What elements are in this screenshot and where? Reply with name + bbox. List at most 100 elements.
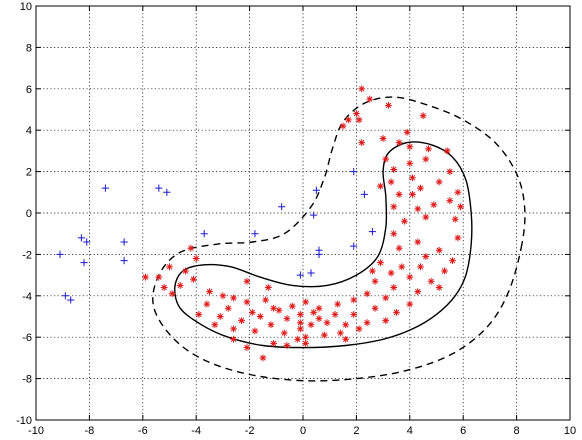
y-tick-label: 2 bbox=[26, 167, 32, 179]
asterisk-point bbox=[176, 282, 184, 289]
asterisk-point bbox=[414, 238, 422, 246]
y-tick-label: -10 bbox=[16, 415, 32, 427]
asterisk-point bbox=[363, 319, 371, 327]
asterisk-point bbox=[427, 277, 435, 285]
asterisk-point bbox=[377, 182, 384, 190]
asterisk-point bbox=[224, 304, 232, 312]
asterisk-point bbox=[270, 304, 278, 312]
asterisk-point bbox=[275, 306, 283, 314]
asterisk-point bbox=[382, 294, 390, 302]
asterisk-point bbox=[443, 147, 451, 155]
plus-point bbox=[61, 292, 69, 300]
asterisk-point bbox=[401, 217, 408, 225]
asterisk-point bbox=[422, 155, 430, 163]
plus-point bbox=[350, 242, 358, 250]
plus-point bbox=[80, 259, 88, 267]
asterisk-point bbox=[454, 188, 462, 196]
x-tick-label: 2 bbox=[353, 425, 359, 437]
asterisk-point bbox=[216, 313, 224, 320]
asterisk-point bbox=[379, 135, 387, 142]
plus-point bbox=[350, 168, 358, 176]
asterisk-point bbox=[406, 159, 414, 167]
asterisk-point bbox=[371, 277, 379, 285]
asterisk-point bbox=[417, 263, 424, 271]
asterisk-point bbox=[457, 203, 464, 211]
asterisk-point bbox=[358, 85, 366, 93]
asterisk-point bbox=[377, 259, 384, 267]
plus-point bbox=[312, 186, 320, 194]
y-tick-label: 0 bbox=[26, 208, 32, 220]
contour-dashed bbox=[152, 96, 526, 382]
asterisk-point bbox=[283, 315, 291, 322]
asterisk-point bbox=[296, 325, 304, 333]
plus-point bbox=[310, 211, 318, 219]
asterisk-point bbox=[160, 284, 168, 291]
asterisk-point bbox=[195, 311, 203, 318]
asterisk-point bbox=[446, 197, 454, 204]
plus-point bbox=[278, 203, 286, 211]
asterisk-point bbox=[243, 344, 251, 351]
asterisk-point bbox=[390, 203, 398, 211]
asterisk-point bbox=[296, 311, 304, 318]
asterisk-point bbox=[248, 308, 256, 316]
asterisk-point bbox=[409, 174, 416, 182]
plus-point bbox=[315, 246, 323, 254]
asterisk-point bbox=[251, 327, 259, 335]
asterisk-point bbox=[296, 319, 304, 327]
decision-contours bbox=[152, 96, 526, 382]
asterisk-point bbox=[323, 319, 331, 327]
asterisk-point bbox=[310, 308, 318, 316]
y-tick-label: -8 bbox=[22, 374, 32, 386]
asterisk-point bbox=[366, 95, 374, 103]
asterisk-point bbox=[320, 331, 328, 339]
asterisk-point bbox=[331, 311, 339, 318]
asterisk-point bbox=[406, 273, 414, 281]
asterisk-point bbox=[315, 315, 323, 322]
x-tick-label: -10 bbox=[28, 425, 44, 437]
x-tick-label: 0 bbox=[300, 425, 306, 437]
asterisk-point bbox=[435, 284, 443, 291]
asterisk-point bbox=[430, 201, 438, 209]
asterisk-point bbox=[369, 267, 376, 275]
asterisk-point bbox=[166, 263, 173, 271]
asterisk-point bbox=[419, 112, 427, 120]
asterisk-point bbox=[219, 292, 227, 300]
asterisk-point bbox=[350, 296, 358, 304]
asterisk-point bbox=[206, 288, 213, 296]
asterisk-point bbox=[385, 101, 392, 109]
data-points bbox=[56, 85, 464, 362]
asterisk-point bbox=[294, 335, 302, 343]
asterisk-point bbox=[190, 275, 197, 283]
asterisk-point bbox=[435, 178, 443, 186]
y-tick-label: -6 bbox=[22, 332, 32, 344]
x-tick-label: -4 bbox=[191, 425, 201, 437]
asterisk-point bbox=[342, 321, 350, 329]
asterisk-point bbox=[230, 335, 237, 343]
asterisk-point bbox=[435, 246, 443, 254]
asterisk-point bbox=[302, 333, 310, 341]
asterisk-point bbox=[302, 298, 310, 306]
asterisk-point bbox=[238, 317, 245, 325]
asterisk-point bbox=[454, 234, 462, 242]
asterisk-point bbox=[398, 263, 406, 271]
asterisk-point bbox=[382, 155, 390, 163]
x-tick-label: 4 bbox=[407, 425, 413, 437]
plus-point bbox=[163, 188, 171, 196]
asterisk-point bbox=[387, 269, 395, 277]
y-tick-label: -2 bbox=[22, 249, 32, 261]
axis-ticks: -10 -8 -6 -4 -2 0 2 4 6 8 10 -10 -8 -6 -4 -2 0 2 4 6 8 10 bbox=[16, 1, 576, 437]
y-tick-label: 8 bbox=[26, 42, 32, 54]
asterisk-point bbox=[256, 313, 264, 320]
y-tick-label: 6 bbox=[26, 84, 32, 96]
x-tick-label: -2 bbox=[245, 425, 255, 437]
asterisk-point bbox=[382, 317, 390, 325]
asterisk-point bbox=[230, 325, 237, 333]
plus-point bbox=[83, 238, 91, 246]
asterisk-point bbox=[425, 145, 432, 153]
asterisk-point bbox=[393, 308, 400, 316]
asterisk-point bbox=[203, 300, 211, 308]
plus-point bbox=[368, 228, 377, 236]
asterisk-point bbox=[262, 296, 270, 304]
asterisk-point bbox=[414, 205, 422, 213]
asterisk-point bbox=[342, 335, 350, 343]
